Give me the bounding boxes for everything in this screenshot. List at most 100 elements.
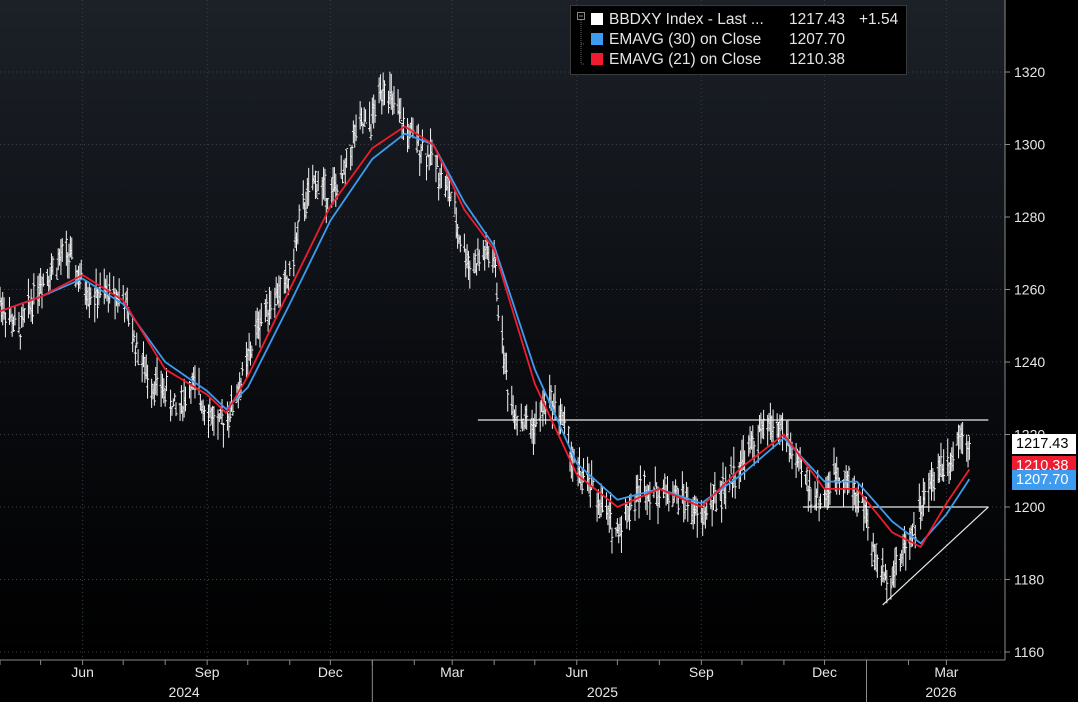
price-bar bbox=[304, 191, 308, 219]
price-bar bbox=[456, 223, 460, 249]
price-bar bbox=[345, 147, 349, 168]
x-year-label: 2025 bbox=[587, 684, 618, 700]
price-bar bbox=[397, 98, 401, 123]
price-bar bbox=[93, 287, 97, 323]
price-bar bbox=[269, 290, 273, 320]
price-bar bbox=[800, 457, 804, 488]
price-bar bbox=[212, 406, 216, 436]
price-bar bbox=[487, 245, 491, 268]
price-bar bbox=[435, 153, 439, 167]
price-bar bbox=[610, 527, 614, 554]
price-bar bbox=[881, 547, 885, 583]
price-bar bbox=[146, 364, 150, 399]
x-year-label: 2026 bbox=[925, 684, 956, 700]
price-bar bbox=[22, 308, 26, 323]
price-bar bbox=[179, 385, 183, 414]
price-bar bbox=[399, 97, 403, 121]
price-bar bbox=[870, 541, 874, 567]
price-bar bbox=[874, 543, 878, 571]
legend-tree-icon[interactable] bbox=[577, 12, 585, 67]
price-bar bbox=[805, 467, 809, 491]
price-bar bbox=[495, 282, 499, 302]
annotation-trendline bbox=[882, 506, 989, 606]
price-bar bbox=[628, 494, 632, 531]
price-bar bbox=[875, 554, 879, 578]
price-bar bbox=[326, 197, 330, 210]
legend-label: EMAVG (21) on Close bbox=[609, 51, 762, 68]
price-bar bbox=[898, 553, 902, 572]
price-bar bbox=[51, 256, 55, 275]
price-bar bbox=[202, 405, 206, 426]
price-bar bbox=[26, 278, 30, 319]
legend-label: EMAVG (30) on Close bbox=[609, 31, 762, 48]
price-bar bbox=[135, 332, 139, 348]
price-bar bbox=[12, 316, 16, 332]
price-bar bbox=[341, 173, 345, 184]
price-bar bbox=[458, 235, 462, 253]
price-bar bbox=[163, 388, 167, 407]
x-tick-label: Jun bbox=[565, 664, 588, 680]
price-bar bbox=[171, 398, 175, 408]
legend[interactable]: BBDXY Index - Last ... 1217.43 +1.54 EMA… bbox=[570, 5, 907, 75]
price-bar bbox=[155, 357, 159, 396]
price-bar bbox=[207, 404, 211, 438]
price-bar bbox=[415, 125, 419, 153]
legend-item-ema30[interactable]: EMAVG (30) on Close 1207.70 bbox=[591, 30, 845, 50]
x-tick-label: Sep bbox=[689, 664, 714, 680]
price-bar bbox=[609, 492, 613, 530]
price-bar bbox=[250, 345, 254, 359]
price-bar bbox=[751, 425, 755, 459]
price-bar bbox=[55, 267, 59, 280]
price-bar bbox=[29, 288, 33, 322]
price-bar bbox=[133, 345, 137, 367]
price-bar bbox=[383, 80, 387, 106]
price-bar bbox=[762, 409, 766, 440]
x-tick-label: Jun bbox=[71, 664, 94, 680]
price-bar bbox=[67, 243, 71, 279]
price-bar bbox=[506, 389, 510, 412]
price-bar bbox=[313, 170, 317, 199]
price-bar bbox=[136, 349, 140, 366]
price-bar bbox=[307, 167, 311, 206]
price-bar bbox=[183, 386, 187, 412]
x-tick-label: Dec bbox=[318, 664, 343, 680]
price-bar bbox=[369, 123, 373, 141]
price-bar bbox=[534, 401, 538, 427]
price-bar bbox=[60, 238, 64, 262]
legend-swatch bbox=[591, 53, 603, 65]
price-bar bbox=[730, 479, 734, 498]
price-bar bbox=[221, 422, 225, 448]
legend-item-bbdxy[interactable]: BBDXY Index - Last ... 1217.43 +1.54 bbox=[591, 10, 898, 30]
price-bar bbox=[259, 303, 263, 327]
price-bar bbox=[227, 413, 231, 438]
price-bar bbox=[70, 237, 74, 260]
price-bar bbox=[705, 502, 709, 520]
legend-label: BBDXY Index - Last ... bbox=[609, 11, 764, 28]
legend-item-ema21[interactable]: EMAVG (21) on Close 1210.38 bbox=[591, 50, 845, 70]
price-bar bbox=[373, 99, 377, 123]
price-tag-last: 1217.43 bbox=[1012, 434, 1076, 454]
price-bar bbox=[661, 479, 665, 499]
price-bar bbox=[449, 191, 453, 201]
price-bar bbox=[939, 442, 943, 477]
price-bar bbox=[818, 493, 822, 510]
price-bar bbox=[392, 86, 396, 114]
price-bar bbox=[521, 419, 525, 432]
y-axis: 116011801200122012401260128013001320 bbox=[1005, 64, 1045, 660]
price-bar bbox=[466, 250, 470, 281]
price-bar bbox=[729, 456, 733, 475]
price-bar bbox=[315, 183, 319, 200]
price-bar bbox=[587, 463, 591, 494]
price-bar bbox=[439, 159, 443, 189]
price-bar bbox=[525, 404, 529, 430]
price-bar bbox=[619, 515, 623, 553]
price-bar bbox=[856, 482, 860, 513]
price-bar bbox=[894, 546, 898, 576]
price-bar bbox=[362, 107, 366, 127]
price-bar bbox=[13, 305, 17, 326]
x-axis: Jun Sep Dec Mar Jun Sep Dec Mar 2024 2025 2026 bbox=[0, 660, 959, 702]
price-bar bbox=[152, 381, 156, 406]
price-bar bbox=[453, 190, 457, 217]
price-bar bbox=[364, 109, 368, 124]
